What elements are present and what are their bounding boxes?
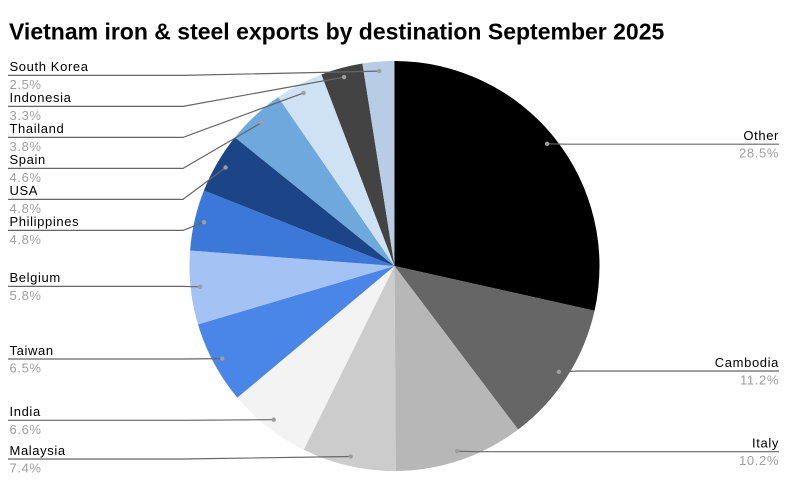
svg-text:Italy: Italy [752, 436, 779, 451]
svg-text:Philippines: Philippines [10, 214, 80, 229]
svg-text:11.2%: 11.2% [740, 373, 779, 388]
svg-text:Thailand: Thailand [10, 121, 65, 136]
svg-text:Taiwan: Taiwan [10, 343, 54, 358]
svg-text:28.5%: 28.5% [739, 146, 779, 161]
svg-text:USA: USA [10, 183, 39, 198]
svg-text:India: India [10, 404, 41, 419]
svg-text:2.5%: 2.5% [10, 77, 42, 92]
svg-text:7.4%: 7.4% [10, 461, 42, 476]
svg-text:10.2%: 10.2% [739, 453, 779, 468]
svg-text:3.3%: 3.3% [10, 108, 42, 123]
svg-text:4.6%: 4.6% [10, 170, 42, 185]
svg-text:3.8%: 3.8% [10, 139, 42, 154]
svg-text:6.5%: 6.5% [10, 361, 42, 376]
svg-text:Belgium: Belgium [10, 270, 61, 285]
svg-text:Other: Other [743, 128, 779, 143]
svg-text:Indonesia: Indonesia [10, 90, 72, 105]
svg-text:Malaysia: Malaysia [10, 443, 66, 458]
svg-text:Spain: Spain [10, 152, 46, 167]
svg-text:5.8%: 5.8% [10, 288, 42, 303]
svg-text:Vietnam iron & steel exports b: Vietnam iron & steel exports by destinat… [9, 19, 664, 45]
svg-text:6.6%: 6.6% [10, 422, 42, 437]
svg-text:South Korea: South Korea [10, 59, 89, 74]
svg-text:4.8%: 4.8% [10, 201, 42, 216]
svg-text:Cambodia: Cambodia [715, 355, 779, 370]
svg-text:4.8%: 4.8% [10, 232, 42, 247]
